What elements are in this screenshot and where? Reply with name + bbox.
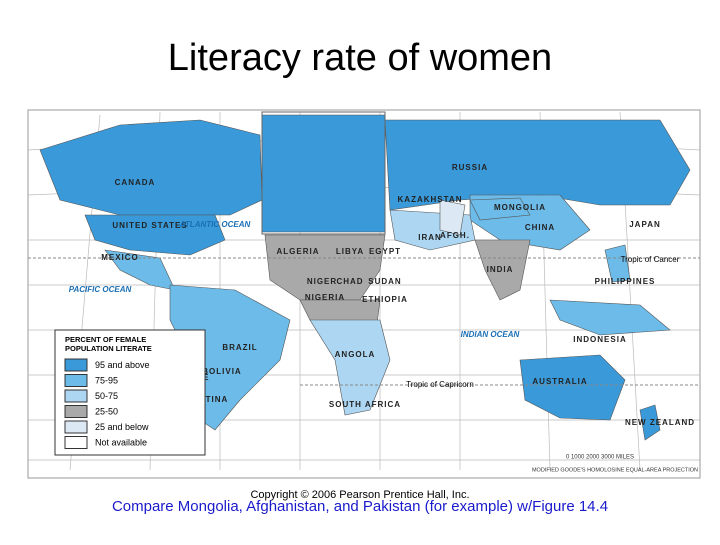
projection-note: MODIFIED GOODE'S HOMOLOSINE EQUAL-AREA P… xyxy=(532,467,698,473)
legend-label: 95 and above xyxy=(95,360,150,370)
country-region xyxy=(469,197,531,221)
legend-swatch xyxy=(64,405,88,418)
country-region xyxy=(519,354,626,421)
map-label: MONGOLIA xyxy=(494,203,546,212)
map-label: Tropic of Capricorn xyxy=(406,380,474,389)
map-label: BRAZIL xyxy=(222,343,257,352)
country-region xyxy=(639,404,661,441)
map-label: AUSTRALIA xyxy=(532,377,587,386)
legend: PERCENT OF FEMALE POPULATION LITERATE 95… xyxy=(54,329,206,456)
map-label: Tropic of Cancer xyxy=(621,255,680,264)
map-label: MEXICO xyxy=(101,253,139,262)
map-label: CHAD xyxy=(336,277,363,286)
map-label: BOLIVIA xyxy=(202,367,241,376)
map-label: RUSSIA xyxy=(452,163,488,172)
map-label: INDONESIA xyxy=(573,335,626,344)
legend-label: Not available xyxy=(95,437,147,447)
legend-label: 25 and below xyxy=(95,422,149,432)
map-label: SOUTH AFRICA xyxy=(329,400,401,409)
legend-label: 50-75 xyxy=(95,391,118,401)
europe-inset xyxy=(261,111,386,235)
country-region xyxy=(309,319,391,416)
map-label: IRAN xyxy=(418,233,442,242)
caption: Compare Mongolia, Afghanistan, and Pakis… xyxy=(112,498,608,515)
map-label: AFGH. xyxy=(440,231,470,240)
legend-swatch xyxy=(64,436,88,449)
country-region xyxy=(104,249,176,291)
map-label: PACIFIC OCEAN xyxy=(69,285,132,294)
country-region xyxy=(474,239,531,301)
legend-title: PERCENT OF FEMALE xyxy=(65,335,146,344)
map-label: ATLANTIC OCEAN xyxy=(179,220,251,229)
country-region xyxy=(604,244,631,283)
map-label: ANGOLA xyxy=(335,350,376,359)
legend-swatch xyxy=(64,420,88,434)
map-label: CANADA xyxy=(115,178,156,187)
country-region xyxy=(384,119,691,211)
map-label: KAZAKHSTAN xyxy=(398,195,463,204)
map-label: ETHIOPIA xyxy=(362,295,408,304)
legend-label: 25-50 xyxy=(95,406,118,416)
map-label: UNITED STATES xyxy=(112,221,187,230)
copyright: Copyright © 2006 Pearson Prentice Hall, … xyxy=(250,489,469,501)
title: Literacy rate of women xyxy=(168,37,552,79)
country-region xyxy=(84,214,226,256)
map-label: JAPAN xyxy=(629,220,661,229)
map-label: NIGER xyxy=(307,277,337,286)
map-label: LIBYA xyxy=(336,247,364,256)
legend-swatch xyxy=(64,389,88,403)
map-label: ALGERIA xyxy=(277,247,320,256)
map-label: SUDAN xyxy=(368,277,401,286)
map-label: INDIA xyxy=(487,265,514,274)
legend-swatch xyxy=(64,358,88,372)
country-region xyxy=(549,299,671,336)
map-label: CHINA xyxy=(525,223,555,232)
country-region xyxy=(261,114,386,233)
legend-label: 75-95 xyxy=(95,375,118,385)
legend-swatch xyxy=(64,374,88,387)
map-label: PHILIPPINES xyxy=(595,277,656,286)
land xyxy=(39,114,691,441)
country-region xyxy=(439,199,466,236)
legend-title: POPULATION LITERATE xyxy=(65,344,152,353)
map-label: NEW ZEALAND xyxy=(625,418,695,427)
map-label: INDIAN OCEAN xyxy=(461,330,520,339)
map-label: NIGERIA xyxy=(305,293,345,302)
scale-label: 0 1000 2000 3000 MILES xyxy=(566,455,634,461)
map-label: EGYPT xyxy=(369,247,401,256)
